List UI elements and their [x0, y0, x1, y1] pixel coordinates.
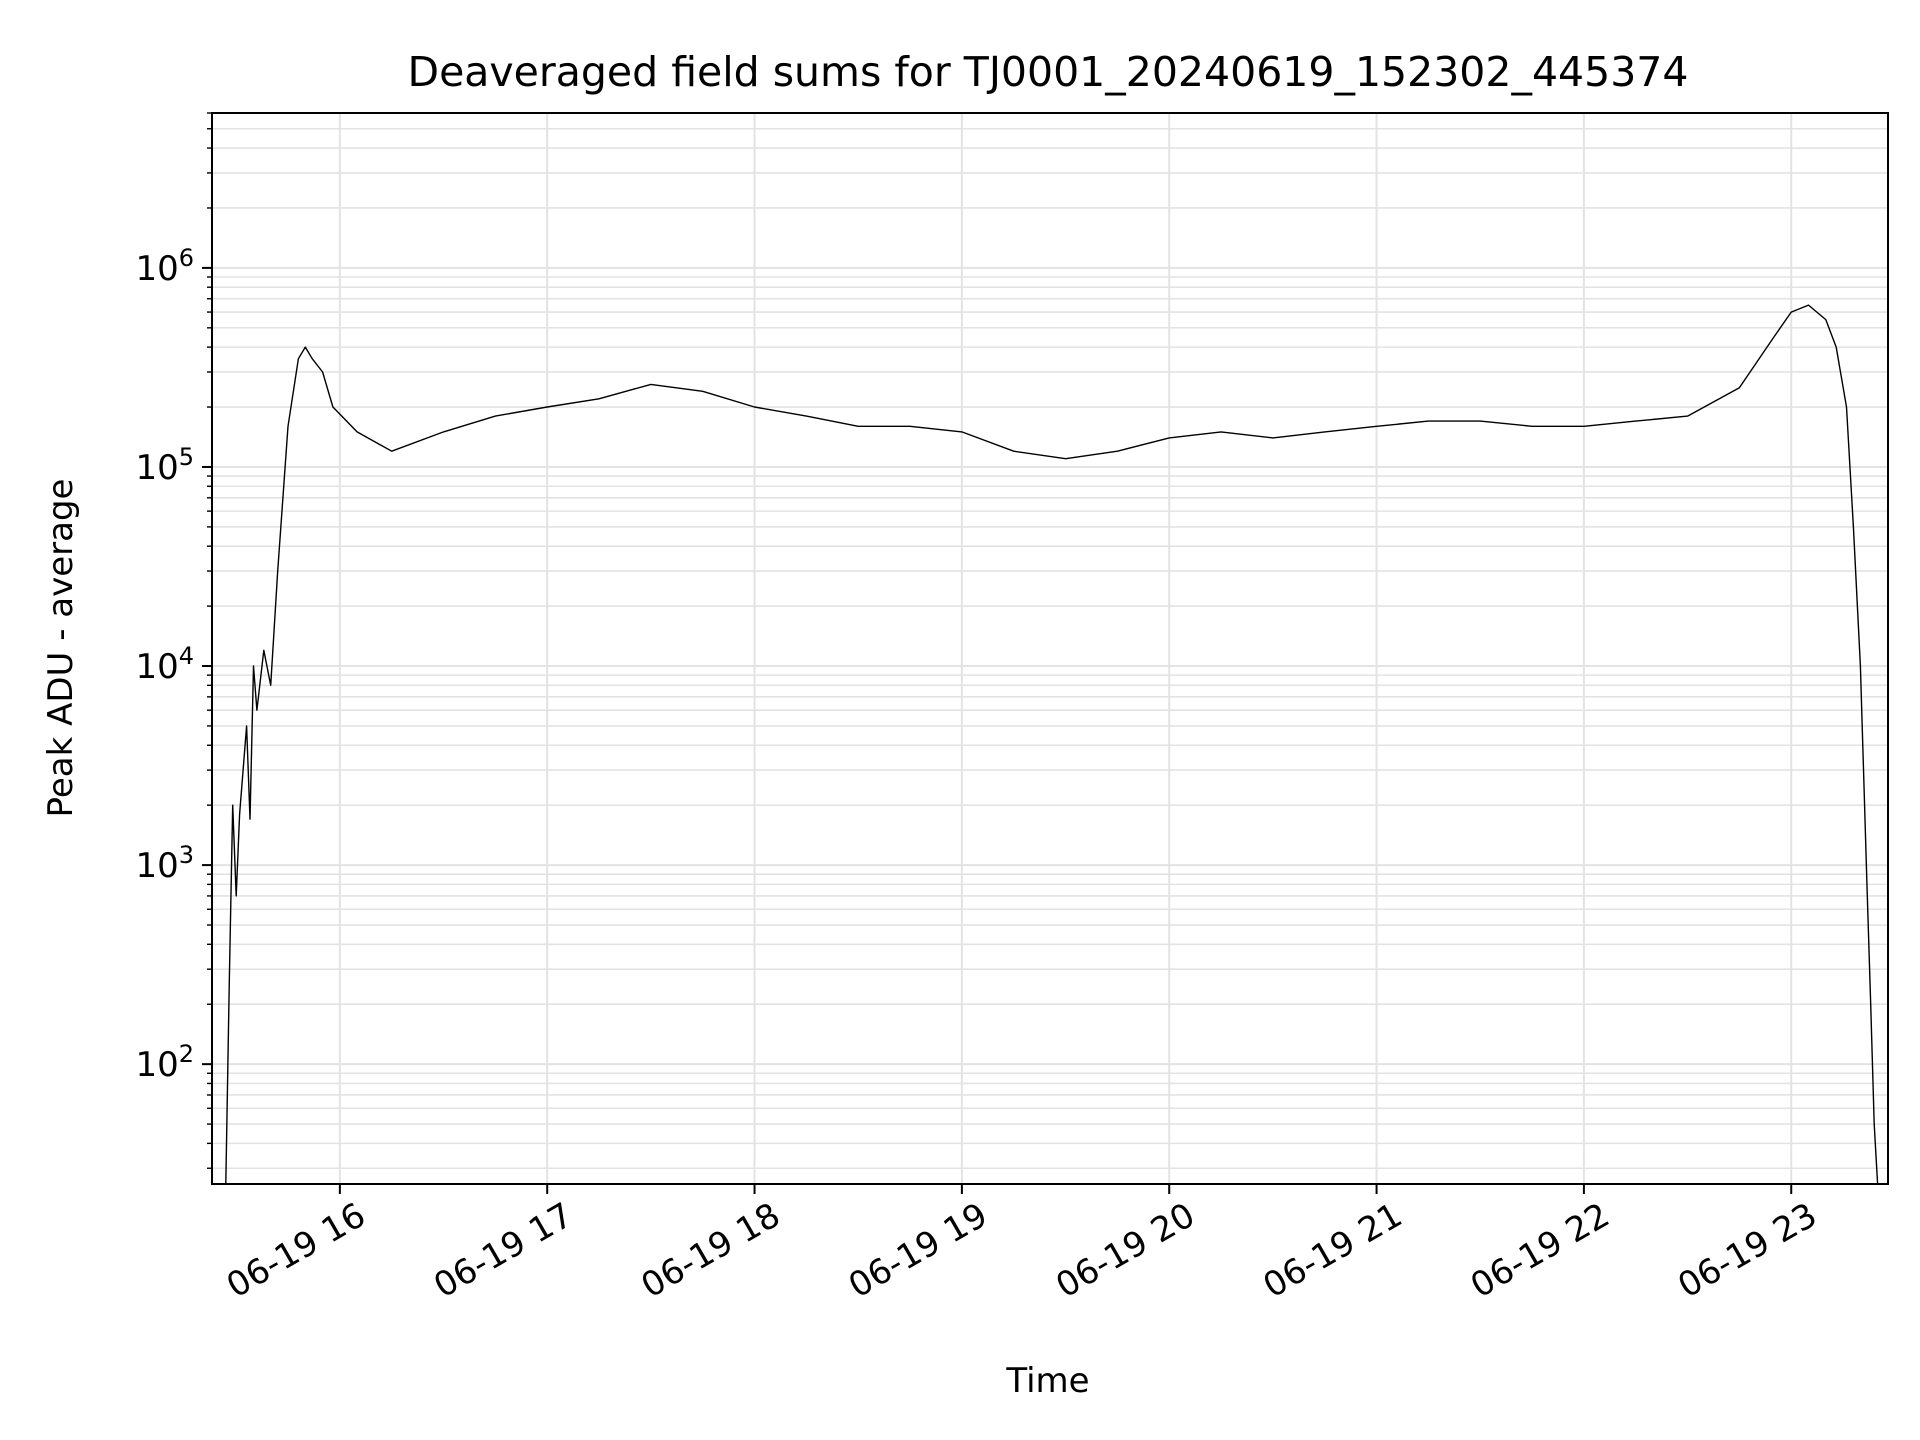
- x-tick-label: 06-19 20: [1049, 1195, 1201, 1306]
- y-tick-label: 104: [135, 642, 194, 687]
- y-tick-label: 102: [135, 1040, 194, 1085]
- x-tick-label: 06-19 22: [1464, 1195, 1616, 1306]
- grid-lines: [212, 112, 1888, 1184]
- y-axis-label: Peak ADU - average: [41, 479, 81, 818]
- x-axis-label: Time: [1005, 1361, 1089, 1401]
- plot-background: [212, 113, 1888, 1184]
- y-tick-label: 103: [135, 841, 194, 886]
- x-tick-label: 06-19 17: [427, 1195, 579, 1306]
- x-tick-label: 06-19 23: [1671, 1195, 1823, 1306]
- y-tick-label: 106: [135, 244, 194, 289]
- x-axis: 06-19 16 06-19 17 06-19 18 06-19 19 06-19 20…: [220, 1184, 1824, 1306]
- x-tick-label: 06-19 16: [220, 1195, 372, 1306]
- series-line-0: [225, 304, 1879, 1185]
- plot-frame: [211, 112, 1889, 1185]
- x-tick-label: 06-19 19: [842, 1195, 994, 1306]
- x-tick-label: 06-19 18: [635, 1195, 787, 1306]
- series-layer: [225, 304, 1879, 1185]
- y-tick-label: 105: [135, 443, 194, 488]
- chart-title: Deaveraged field sums for TJ0001_2024061…: [408, 48, 1689, 96]
- x-tick-label: 06-19 21: [1257, 1195, 1409, 1306]
- y-axis: 102 103 104 105 106: [135, 112, 212, 1169]
